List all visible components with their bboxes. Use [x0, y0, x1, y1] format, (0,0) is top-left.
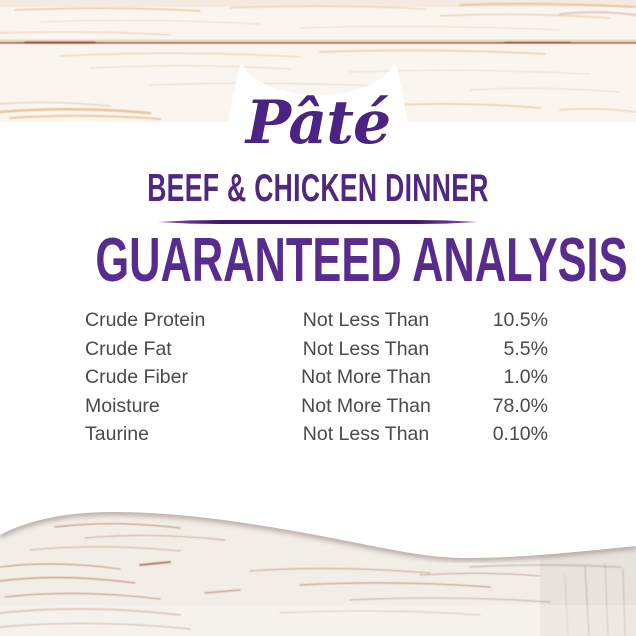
table-row: Moisture Not More Than 78.0% — [85, 392, 548, 421]
wood-texture-bottom — [0, 512, 636, 636]
qualifier: Not Less Than — [302, 423, 430, 445]
value: 1.0% — [503, 366, 548, 388]
cat-ears-label-shape — [228, 64, 408, 125]
qualifier: Not More Than — [301, 394, 431, 417]
table-row: Crude Protein Not Less Than 10.5% — [85, 306, 548, 335]
nutrient-name: Moisture — [85, 394, 160, 417]
product-line-name: Pâté — [245, 88, 391, 158]
nutrient-name: Crude Fiber — [85, 366, 188, 388]
value: 5.5% — [503, 337, 548, 360]
qualifier: Not More Than — [301, 366, 431, 388]
qualifier: Not Less Than — [302, 309, 430, 331]
guaranteed-analysis-table: Crude Protein Not Less Than 10.5% Crude … — [85, 306, 548, 449]
table-row: Crude Fat Not Less Than 5.5% — [85, 335, 548, 364]
value: 0.10% — [492, 423, 548, 445]
table-row: Crude Fiber Not More Than 1.0% — [85, 363, 548, 392]
wood-background-bottom — [0, 505, 636, 636]
nutrient-name: Taurine — [85, 423, 149, 445]
cat-ears-silhouette — [228, 64, 408, 125]
product-variety-name: BEEF & CHICKEN DINNER — [147, 167, 489, 210]
nutrient-name: Crude Protein — [85, 309, 206, 331]
guaranteed-analysis-title: GUARANTEED ANALYSIS — [95, 226, 628, 295]
value: 78.0% — [492, 394, 548, 417]
nutrient-name: Crude Fat — [85, 337, 172, 360]
value: 10.5% — [492, 309, 548, 331]
table-row: Taurine Not Less Than 0.10% — [85, 420, 548, 449]
qualifier: Not Less Than — [302, 337, 430, 360]
divider-flourish — [158, 220, 478, 224]
